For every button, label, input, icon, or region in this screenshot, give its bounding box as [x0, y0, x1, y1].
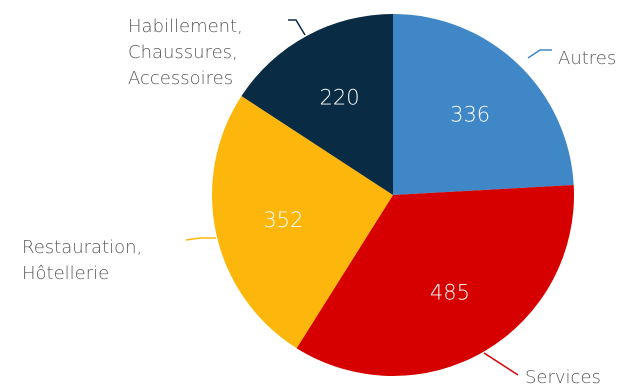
leader-lines [185, 19, 552, 376]
category-label-line: Accessoires [128, 68, 233, 89]
value-label-2: 352 [263, 208, 303, 232]
value-label-3: 220 [320, 85, 360, 109]
category-labels: Autres Services Restauration, Hôtellerie Hab… [22, 16, 616, 387]
category-label-2: Restauration, Hôtellerie [22, 237, 142, 284]
pie-slices [212, 14, 574, 376]
category-label-line: Services [525, 367, 601, 387]
category-label-1: Services [525, 367, 601, 387]
value-labels: 336 485 352 220 [263, 85, 490, 304]
pie-slice-0 [393, 14, 574, 195]
leader-line-3 [288, 19, 306, 36]
value-label-0: 336 [450, 102, 490, 126]
leader-line-0 [527, 49, 552, 59]
pie-slice-3 [241, 14, 393, 195]
category-label-line: Chaussures, [128, 42, 238, 63]
category-label-line: Restauration, [22, 237, 142, 258]
value-label-1: 485 [430, 281, 470, 305]
category-label-line: Autres [558, 48, 616, 69]
leader-line-2 [185, 237, 216, 241]
category-label-line: Hôtellerie [22, 263, 109, 284]
pie-slice-1 [296, 185, 574, 376]
leader-line-1 [483, 352, 519, 376]
pie-slice-2 [212, 96, 393, 349]
category-label-3: Habillement, Chaussures, Accessoires [128, 16, 243, 89]
category-label-line: Habillement, [128, 16, 243, 37]
category-label-0: Autres [558, 48, 616, 69]
